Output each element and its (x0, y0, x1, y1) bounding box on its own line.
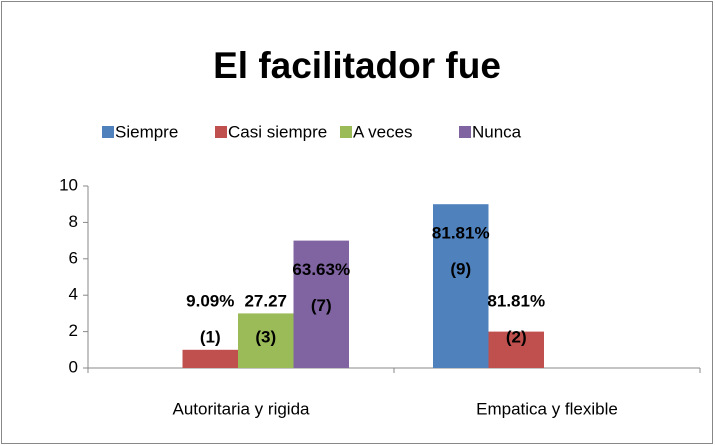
chart-title: El facilitador fue (213, 45, 501, 86)
data-label: 27.27 (244, 291, 287, 310)
data-label: (7) (311, 296, 332, 315)
x-tick-label: Empatica y flexible (476, 399, 618, 418)
legend-label: Siempre (115, 122, 178, 141)
y-tick-label: 10 (59, 175, 78, 194)
legend-swatch (215, 126, 227, 138)
y-tick-label: 2 (69, 321, 78, 340)
legend-label: Casi siempre (228, 122, 327, 141)
bar (293, 240, 349, 368)
bar (433, 204, 489, 368)
y-tick-label: 0 (69, 357, 78, 376)
data-label: (1) (200, 327, 221, 346)
legend-label: A veces (353, 122, 413, 141)
data-label: 81.81% (487, 291, 545, 310)
legend-swatch (340, 126, 352, 138)
legend-swatch (459, 126, 471, 138)
data-label: (3) (255, 327, 276, 346)
bar (488, 331, 544, 368)
x-tick-label: Autoritaria y rigida (172, 399, 310, 418)
bar (182, 349, 238, 368)
data-label: 63.63% (292, 260, 350, 279)
bar (238, 313, 294, 368)
legend-swatch (102, 126, 114, 138)
data-label: 9.09% (186, 291, 234, 310)
y-tick-label: 6 (69, 248, 78, 267)
data-label: (2) (506, 327, 527, 346)
data-label: (9) (450, 260, 471, 279)
y-tick-label: 4 (69, 285, 78, 304)
data-label: 81.81% (432, 224, 490, 243)
y-tick-label: 8 (69, 212, 78, 231)
legend-label: Nunca (472, 122, 522, 141)
